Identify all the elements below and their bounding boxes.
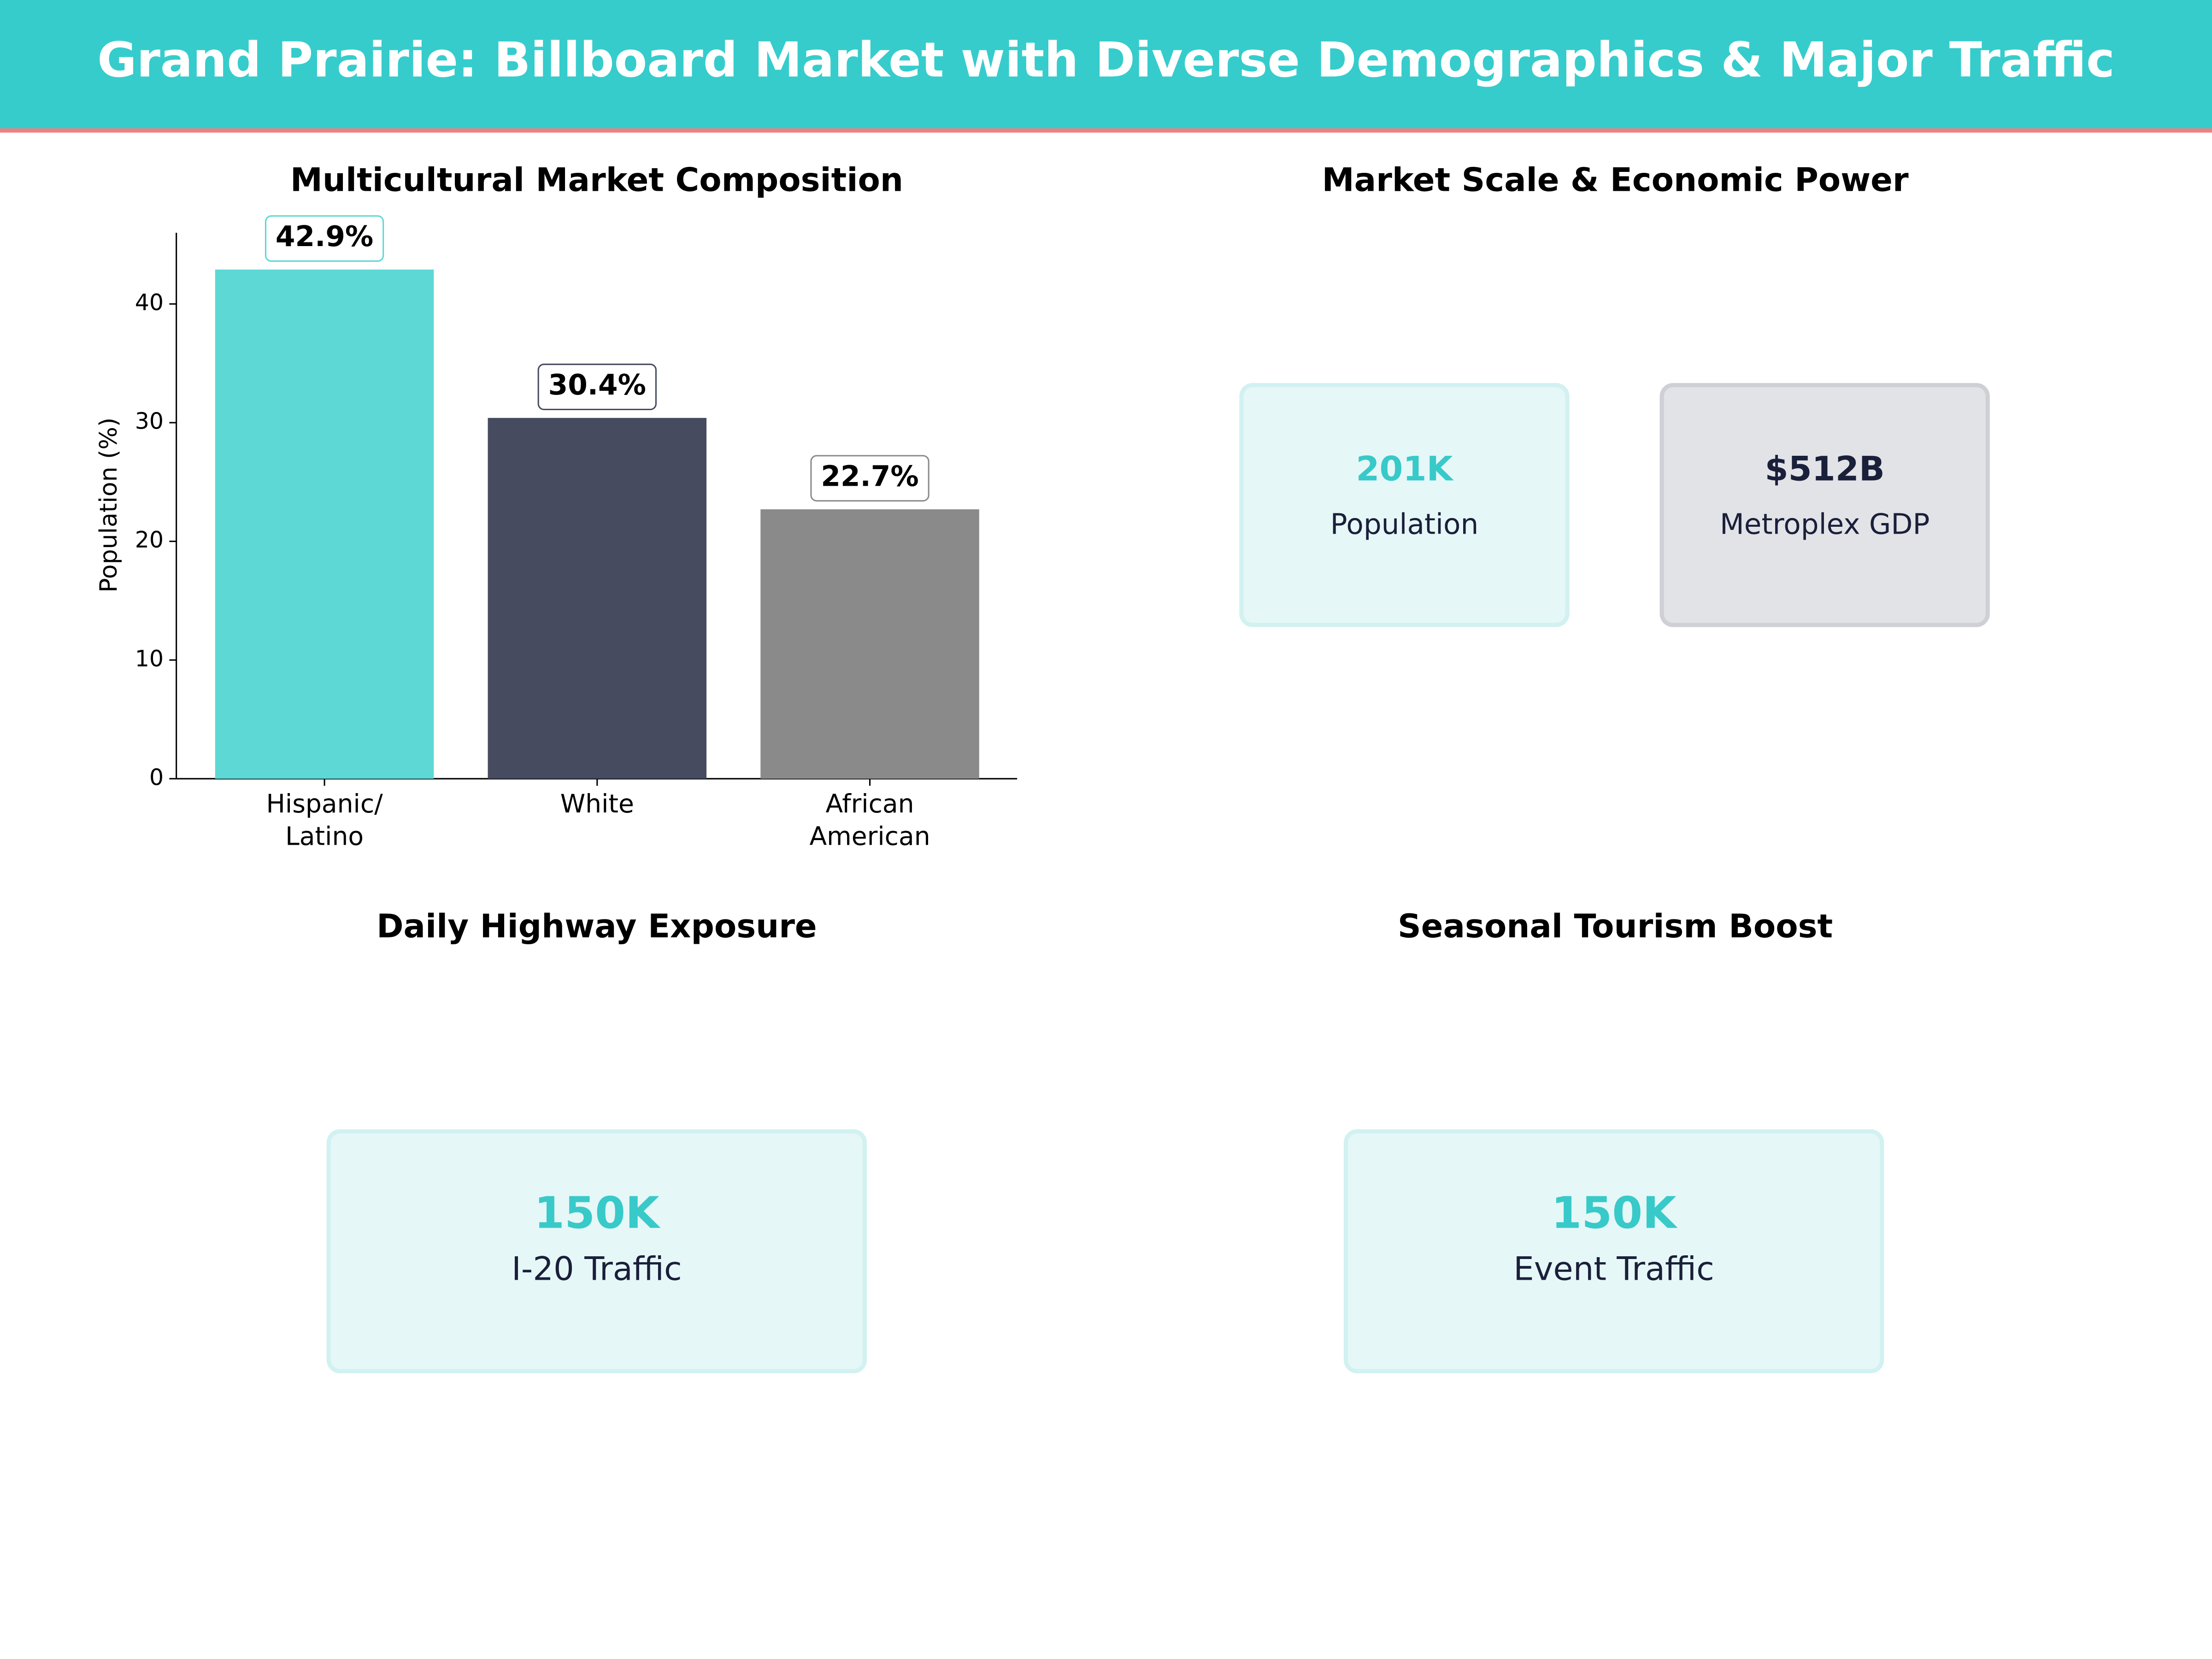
value-label-box [537, 364, 657, 411]
header-rule [0, 128, 2212, 133]
kpi-card [326, 1129, 867, 1374]
kpi-value: 150K [1551, 1188, 1678, 1239]
value-label: 22.7% [821, 460, 918, 493]
value-label-box [265, 215, 384, 262]
kpi-value: $512B [1765, 449, 1884, 488]
kpi-card [1239, 383, 1570, 627]
kpi-label: Event Traffic [1513, 1250, 1714, 1288]
y-tick-label: 0 [149, 764, 164, 790]
panel-title: Market Scale & Economic Power [1322, 161, 1909, 199]
kpi-label: I-20 Traffic [512, 1250, 682, 1288]
page-title: Grand Prairie: Billboard Market with Div… [97, 32, 2115, 88]
y-tick-label: 40 [135, 289, 164, 316]
kpi-card [1343, 1129, 1884, 1374]
kpi-value: 201K [1356, 449, 1454, 488]
y-tick-label: 10 [135, 646, 164, 672]
y-tick-label: 30 [135, 408, 164, 435]
x-tick-label: Hispanic/Latino [266, 789, 383, 851]
chart-title: Multicultural Market Composition [290, 161, 903, 199]
panel-title: Daily Highway Exposure [377, 907, 817, 945]
kpi-value: 150K [534, 1188, 661, 1239]
bar [760, 509, 979, 779]
bar [488, 418, 707, 779]
x-tick-label: African American [809, 789, 930, 851]
header-band [0, 0, 2212, 130]
panel-title: Seasonal Tourism Boost [1398, 907, 1833, 945]
value-label: 42.9% [276, 220, 373, 253]
value-label-box [810, 455, 930, 502]
kpi-label: Population [1330, 508, 1479, 541]
kpi-label: Metroplex GDP [1720, 508, 1930, 541]
x-tick-label: White [560, 789, 634, 818]
y-tick-label: 20 [135, 527, 164, 553]
y-axis-label: Population (%) [95, 418, 123, 593]
value-label: 30.4% [548, 369, 646, 401]
bar [215, 269, 434, 779]
kpi-card [1659, 383, 1990, 627]
